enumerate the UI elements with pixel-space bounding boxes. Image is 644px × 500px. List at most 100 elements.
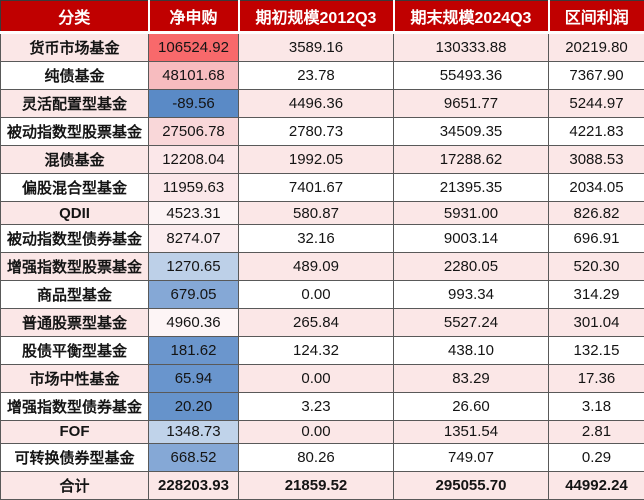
profit-cell: 826.82 — [548, 201, 644, 226]
total-profit-cell: 44992.24 — [548, 470, 644, 500]
table-row: 市场中性基金 65.94 0.00 83.29 17.36 — [0, 364, 644, 393]
category-cell: 增强指数型股票基金 — [0, 252, 149, 282]
profit-cell: 314.29 — [548, 280, 644, 310]
begin-scale-cell: 3589.16 — [238, 31, 394, 63]
category-cell: 被动指数型债券基金 — [0, 224, 149, 254]
end-scale-cell: 749.07 — [393, 442, 549, 472]
net-subscription-cell: 11959.63 — [148, 173, 239, 203]
category-cell: 增强指数型债券基金 — [0, 391, 149, 421]
category-cell: 灵活配置型基金 — [0, 89, 149, 119]
total-net-subscription-cell: 228203.93 — [148, 470, 239, 500]
profit-cell: 0.29 — [548, 442, 644, 472]
table-row: 商品型基金 679.05 0.00 993.34 314.29 — [0, 280, 644, 310]
total-category-cell: 合计 — [0, 470, 149, 500]
table-row: 增强指数型股票基金 1270.65 489.09 2280.05 520.30 — [0, 252, 644, 282]
profit-cell: 5244.97 — [548, 89, 644, 119]
category-cell: 市场中性基金 — [0, 364, 149, 393]
begin-scale-cell: 3.23 — [238, 391, 394, 421]
net-subscription-cell: 4523.31 — [148, 201, 239, 226]
begin-scale-cell: 1992.05 — [238, 145, 394, 175]
end-scale-cell: 55493.36 — [393, 61, 549, 91]
net-subscription-cell: -89.56 — [148, 89, 239, 119]
net-subscription-cell: 27506.78 — [148, 117, 239, 147]
net-subscription-cell: 1348.73 — [148, 419, 239, 444]
end-scale-cell: 5931.00 — [393, 201, 549, 226]
begin-scale-cell: 4496.36 — [238, 89, 394, 119]
column-header-profit: 区间利润 — [547, 0, 644, 34]
category-cell: 可转换债券型基金 — [0, 442, 149, 472]
table-row: 纯债基金 48101.68 23.78 55493.36 7367.90 — [0, 61, 644, 91]
column-header-net: 净申购 — [147, 0, 239, 34]
table-row: 被动指数型股票基金 27506.78 2780.73 34509.35 4221.83 — [0, 117, 644, 147]
net-subscription-cell: 4960.36 — [148, 308, 239, 338]
profit-cell: 301.04 — [548, 308, 644, 338]
profit-cell: 17.36 — [548, 364, 644, 393]
category-cell: 被动指数型股票基金 — [0, 117, 149, 147]
begin-scale-cell: 580.87 — [238, 201, 394, 226]
begin-scale-cell: 0.00 — [238, 280, 394, 310]
table-row: QDII 4523.31 580.87 5931.00 826.82 — [0, 201, 644, 226]
end-scale-cell: 26.60 — [393, 391, 549, 421]
net-subscription-cell: 679.05 — [148, 280, 239, 310]
end-scale-cell: 83.29 — [393, 364, 549, 393]
table-row: 可转换债券型基金 668.52 80.26 749.07 0.29 — [0, 442, 644, 472]
begin-scale-cell: 7401.67 — [238, 173, 394, 203]
table-body: 货币市场基金 106524.92 3589.16 130333.88 20219.80 纯… — [0, 31, 644, 500]
profit-cell: 2.81 — [548, 419, 644, 444]
table-row: 增强指数型债券基金 20.20 3.23 26.60 3.18 — [0, 391, 644, 421]
table-row: 股债平衡型基金 181.62 124.32 438.10 132.15 — [0, 336, 644, 365]
table-row: 灵活配置型基金 -89.56 4496.36 9651.77 5244.97 — [0, 89, 644, 119]
end-scale-cell: 993.34 — [393, 280, 549, 310]
net-subscription-cell: 20.20 — [148, 391, 239, 421]
end-scale-cell: 17288.62 — [393, 145, 549, 175]
category-cell: 普通股票型基金 — [0, 308, 149, 338]
begin-scale-cell: 0.00 — [238, 364, 394, 393]
net-subscription-cell: 12208.04 — [148, 145, 239, 175]
net-subscription-cell: 181.62 — [148, 336, 239, 365]
begin-scale-cell: 124.32 — [238, 336, 394, 365]
total-row: 合计 228203.93 21859.52 295055.70 44992.24 — [0, 470, 644, 500]
category-cell: 商品型基金 — [0, 280, 149, 310]
profit-cell: 4221.83 — [548, 117, 644, 147]
net-subscription-cell: 48101.68 — [148, 61, 239, 91]
end-scale-cell: 21395.35 — [393, 173, 549, 203]
category-cell: QDII — [0, 201, 149, 226]
end-scale-cell: 2280.05 — [393, 252, 549, 282]
category-cell: 混债基金 — [0, 145, 149, 175]
end-scale-cell: 9003.14 — [393, 224, 549, 254]
table-row: FOF 1348.73 0.00 1351.54 2.81 — [0, 419, 644, 444]
begin-scale-cell: 80.26 — [238, 442, 394, 472]
total-end-scale-cell: 295055.70 — [393, 470, 549, 500]
table-row: 被动指数型债券基金 8274.07 32.16 9003.14 696.91 — [0, 224, 644, 254]
net-subscription-cell: 65.94 — [148, 364, 239, 393]
end-scale-cell: 438.10 — [393, 336, 549, 365]
table-row: 偏股混合型基金 11959.63 7401.67 21395.35 2034.05 — [0, 173, 644, 203]
column-header-category: 分类 — [0, 0, 149, 34]
end-scale-cell: 5527.24 — [393, 308, 549, 338]
table-row: 普通股票型基金 4960.36 265.84 5527.24 301.04 — [0, 308, 644, 338]
category-cell: 股债平衡型基金 — [0, 336, 149, 365]
profit-cell: 520.30 — [548, 252, 644, 282]
begin-scale-cell: 23.78 — [238, 61, 394, 91]
profit-cell: 696.91 — [548, 224, 644, 254]
table-row: 混债基金 12208.04 1992.05 17288.62 3088.53 — [0, 145, 644, 175]
total-begin-scale-cell: 21859.52 — [238, 470, 394, 500]
end-scale-cell: 1351.54 — [393, 419, 549, 444]
table-row: 货币市场基金 106524.92 3589.16 130333.88 20219.80 — [0, 31, 644, 63]
end-scale-cell: 34509.35 — [393, 117, 549, 147]
category-cell: 纯债基金 — [0, 61, 149, 91]
header-row: 分类 净申购 期初规模2012Q3 期末规模2024Q3 区间利润 — [0, 0, 644, 34]
profit-cell: 20219.80 — [548, 31, 644, 63]
profit-cell: 2034.05 — [548, 173, 644, 203]
column-header-begin: 期初规模2012Q3 — [237, 0, 394, 34]
category-cell: FOF — [0, 419, 149, 444]
begin-scale-cell: 0.00 — [238, 419, 394, 444]
net-subscription-cell: 668.52 — [148, 442, 239, 472]
begin-scale-cell: 2780.73 — [238, 117, 394, 147]
net-subscription-cell: 106524.92 — [148, 31, 239, 63]
net-subscription-cell: 1270.65 — [148, 252, 239, 282]
profit-cell: 3088.53 — [548, 145, 644, 175]
begin-scale-cell: 265.84 — [238, 308, 394, 338]
